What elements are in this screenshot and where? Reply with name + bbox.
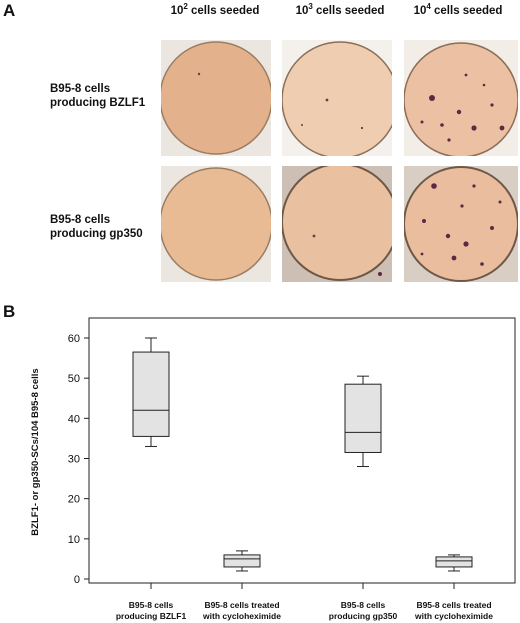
well-gp350-1e2 [161, 166, 271, 282]
col1-base: 10 [170, 4, 184, 17]
x-category-line2: with cycloheximide [203, 611, 281, 621]
panel-b-letter: B [3, 302, 16, 321]
x-category-line1: B95-8 cells [340, 600, 386, 610]
box-iqr [223, 554, 261, 568]
x-category-line1: B95-8 cells treated [416, 600, 492, 610]
well-gp350-1e4 [404, 166, 518, 282]
well-bzlf1-1e2 [161, 40, 271, 156]
y-tick-label: 10 [68, 534, 80, 546]
y-tick-label: 0 [74, 574, 80, 586]
col3-exp: 4 [426, 2, 431, 11]
column-header-2: 103 cells seeded [280, 2, 400, 17]
box-plot-chart: 0 10 20 30 40 50 60 BZLF1- or gp350-SCs/104 B95… [30, 317, 516, 589]
y-tick-label: 60 [68, 333, 80, 345]
col3-base: 10 [413, 4, 427, 17]
x-category-line1: B95-8 cells [128, 600, 174, 610]
y-tick-label: 20 [68, 494, 80, 506]
x-category-label: B95-8 cells treated with cycloheximide [177, 600, 307, 622]
row2-line2: producing gp350 [50, 228, 143, 240]
row1-line2: producing BZLF1 [50, 97, 146, 109]
y-tick-label: 30 [68, 454, 80, 466]
row-label-bzlf1: B95-8 cells producing BZLF1 [50, 82, 160, 110]
x-category-line1: B95-8 cells treated [204, 600, 280, 610]
x-category-label: B95-8 cells producing gp350 [298, 600, 428, 622]
box-iqr [344, 383, 382, 453]
panel-a-letter: A [3, 1, 16, 20]
well-bzlf1-1e4 [404, 40, 518, 156]
row1-line1: B95-8 cells [50, 83, 111, 95]
x-category-label: B95-8 cells treated with cycloheximide [389, 600, 519, 622]
plot-frame [88, 317, 516, 584]
row2-line1: B95-8 cells [50, 214, 111, 226]
col2-suffix: cells seeded [312, 4, 385, 17]
col3-suffix: cells seeded [430, 4, 503, 17]
box-iqr [435, 556, 473, 568]
x-category-line2: with cycloheximide [415, 611, 493, 621]
well-bzlf1-1e3 [282, 40, 392, 156]
column-header-1: 102 cells seeded [155, 2, 275, 17]
column-header-3: 104 cells seeded [398, 2, 518, 17]
x-category-line2: producing gp350 [328, 611, 398, 621]
y-tick-label: 40 [68, 413, 80, 425]
col2-exp: 3 [308, 2, 313, 11]
x-category-line2: producing BZLF1 [115, 611, 187, 621]
row-label-gp350: B95-8 cells producing gp350 [50, 213, 160, 241]
y-tick-label: 50 [68, 373, 80, 385]
x-category-label: B95-8 cells producing BZLF1 [86, 600, 216, 622]
col1-exp: 2 [183, 2, 188, 11]
box-iqr [132, 351, 170, 437]
col1-suffix: cells seeded [187, 4, 260, 17]
col2-base: 10 [295, 4, 309, 17]
well-gp350-1e3 [282, 166, 392, 282]
y-axis-label: BZLF1- or gp350-SCs/104 B95-8 cells [30, 368, 41, 535]
